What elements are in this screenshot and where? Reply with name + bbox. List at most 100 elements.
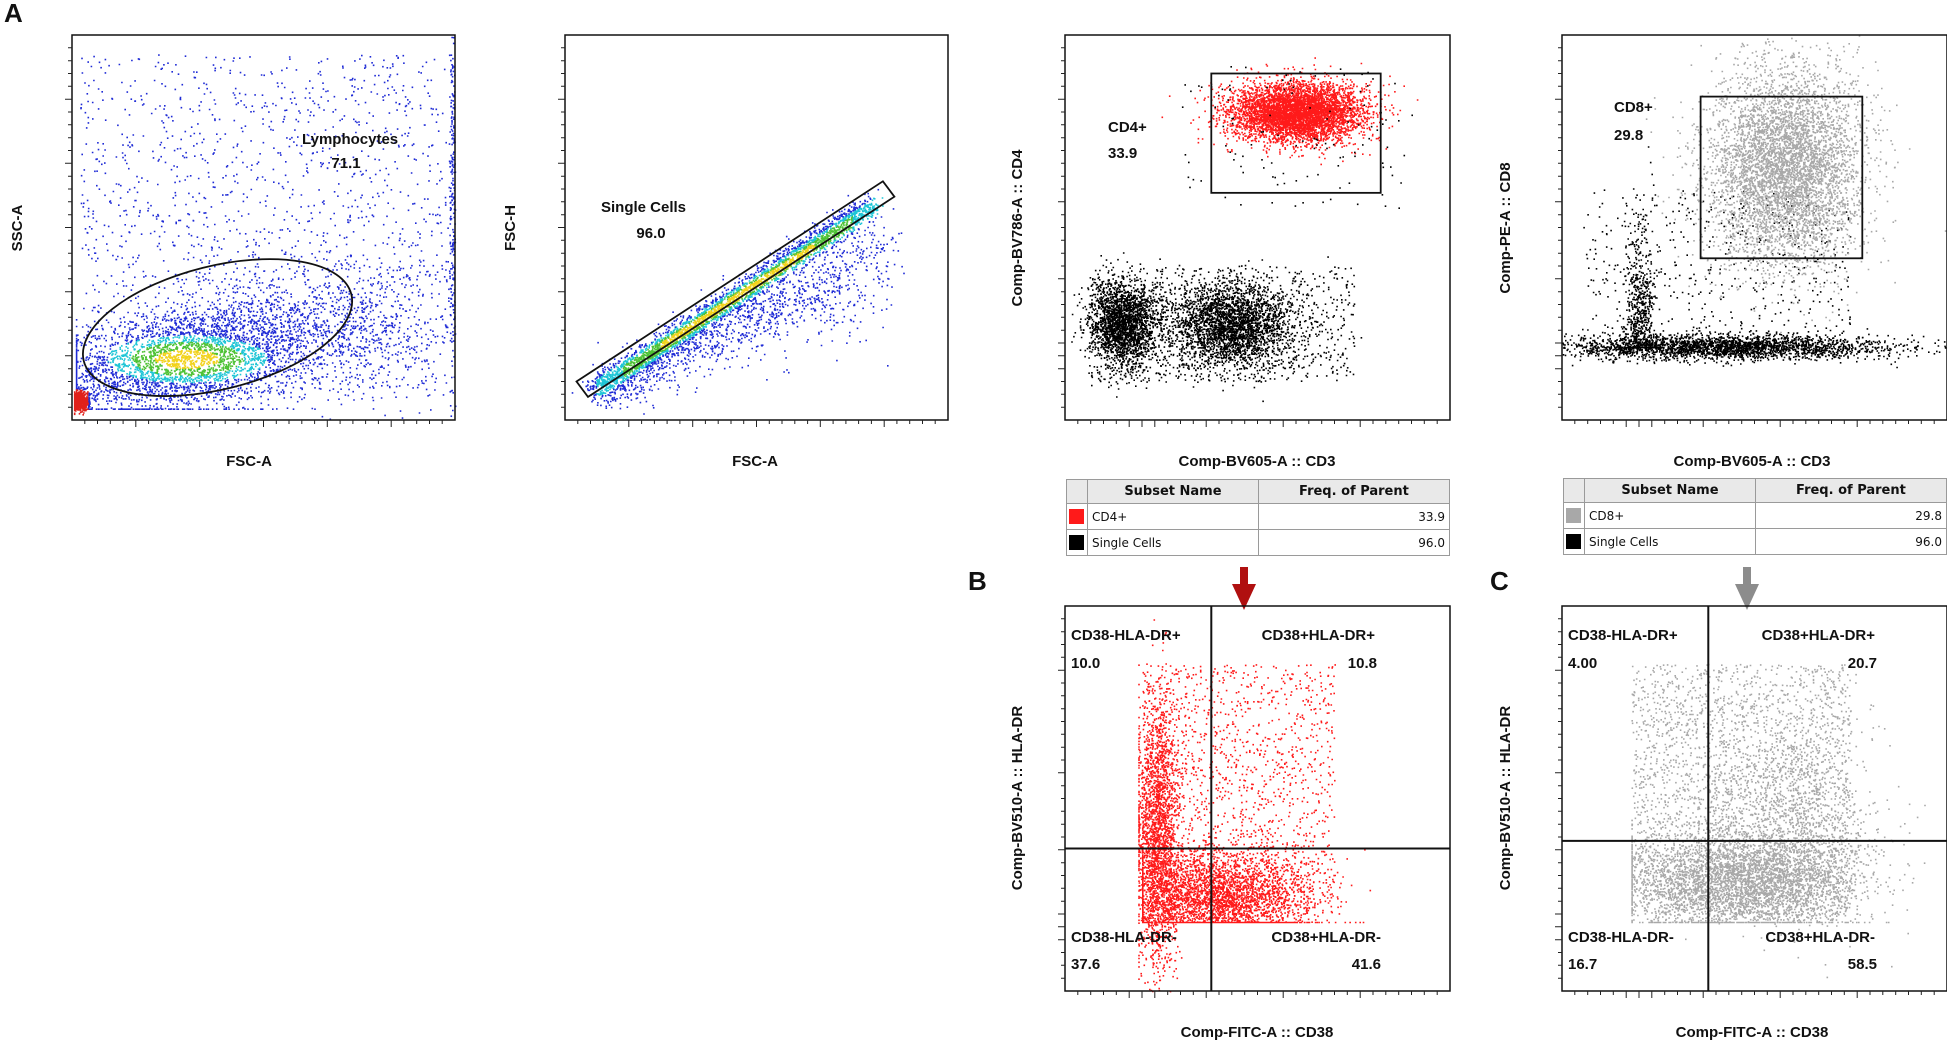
table-cell-name: Single Cells	[1087, 529, 1259, 556]
y-axis-label: Comp-BV786-A :: CD4	[1009, 149, 1026, 307]
x-axis-label: FSC-A	[226, 453, 272, 470]
axis-ticks	[1555, 47, 1935, 427]
x-axis-label: FSC-A	[732, 453, 778, 470]
gate-cd8	[1699, 95, 1864, 260]
scatter-point-cloud	[1562, 324, 1947, 369]
quadrant-value-ul: 10.0	[1071, 655, 1100, 672]
subset-table-cd8: Subset Name Freq. of Parent CD8+ 29.8 Si…	[1563, 478, 1947, 555]
tick-marks	[558, 47, 936, 427]
table-row: Single Cells 96.0	[1066, 529, 1451, 556]
quadrant-value-ll: 37.6	[1071, 956, 1100, 973]
scatter-point-cloud	[107, 334, 268, 384]
plot-lymphocytes: Lymphocytes 71.1 FSC-A SSC-A	[9, 34, 457, 470]
tick-marks	[1058, 618, 1438, 998]
scatter-points	[1138, 619, 1372, 993]
quadrant-label-ll: CD38-HLA-DR-	[1071, 929, 1177, 946]
gate-value-lymphocytes: 71.1	[331, 155, 360, 172]
tick-marks	[65, 47, 443, 427]
quadrant-label-ur: CD38+HLA-DR+	[1262, 627, 1376, 644]
scatter-point-cloud	[1136, 256, 1363, 403]
scatter-points	[1631, 635, 1926, 979]
quadrant-label-ul: CD38-HLA-DR+	[1071, 627, 1181, 644]
table-cell-name: CD8+	[1584, 502, 1756, 529]
table-header-subset: Subset Name	[1584, 478, 1756, 503]
scatter-point-cloud	[1142, 808, 1372, 924]
quadrant-label-ur: CD38+HLA-DR+	[1762, 627, 1876, 644]
scatter-point-cloud	[1631, 799, 1926, 924]
quadrant-label-ll: CD38-HLA-DR-	[1568, 929, 1674, 946]
table-header-row: Subset Name Freq. of Parent	[1563, 478, 1947, 503]
scatter-point-cloud	[1071, 252, 1183, 398]
gate-ellipse	[82, 258, 354, 397]
gate-value-cd4: 33.9	[1108, 145, 1137, 162]
panel-letter-a: A	[4, 0, 23, 28]
plot-cd8: CD8+ 29.8 Comp-BV605-A :: CD3 Comp-PE-A …	[1497, 34, 1947, 470]
x-axis-label: Comp-BV605-A :: CD3	[1674, 453, 1831, 470]
gate-lymphocytes	[82, 258, 354, 397]
scatter-point-cloud	[73, 389, 89, 416]
scatter-point-cloud	[1607, 146, 1666, 349]
color-swatch	[1566, 508, 1581, 523]
plot-cd4: CD4+ 33.9 Comp-BV605-A :: CD3 Comp-BV786…	[1009, 34, 1451, 470]
color-swatch	[1069, 535, 1084, 550]
quadrant-label-lr: CD38+HLA-DR-	[1765, 929, 1875, 946]
table-cell-freq: 96.0	[1257, 529, 1451, 556]
table-header-row: Subset Name Freq. of Parent	[1066, 479, 1451, 504]
axis-ticks	[558, 47, 936, 427]
gate-label-lymphocytes: Lymphocytes	[302, 131, 398, 148]
table-row: CD4+ 33.9	[1066, 503, 1451, 530]
scatter-point-cloud	[595, 197, 884, 396]
quadrant-label-lr: CD38+HLA-DR-	[1271, 929, 1381, 946]
gate-label-cd8: CD8+	[1614, 99, 1653, 116]
scatter-point-cloud	[622, 214, 854, 378]
table-row: CD8+ 29.8	[1563, 502, 1947, 529]
arrow-down-icon-c	[1735, 567, 1759, 610]
y-axis-label: Comp-BV510-A :: HLA-DR	[1497, 706, 1514, 891]
plot-single-cells: Single Cells 96.0 FSC-A FSC-H	[502, 34, 949, 470]
table-row: Single Cells 96.0	[1563, 528, 1947, 555]
scatter-point-cloud	[154, 348, 221, 370]
x-axis-label: Comp-FITC-A :: CD38	[1676, 1024, 1829, 1041]
quadrant-lines	[1065, 606, 1450, 991]
y-axis-label: SSC-A	[9, 204, 26, 251]
gate-label-cd4: CD4+	[1108, 119, 1147, 136]
gate-label-single-cells: Single Cells	[601, 199, 686, 216]
scatter-point-cloud	[131, 341, 245, 377]
scatter-points	[1562, 35, 1947, 369]
quadrant-value-lr: 58.5	[1848, 956, 1877, 973]
quadrant-value-lr: 41.6	[1352, 956, 1381, 973]
quadrant-value-ll: 16.7	[1568, 956, 1597, 973]
table-header-freq: Freq. of Parent	[1257, 479, 1451, 504]
scatter-point-cloud	[75, 36, 457, 421]
table-cell-freq: 29.8	[1754, 502, 1947, 529]
plot-cd8-cd38-hladr: CD38-HLA-DR+ 4.00 CD38+HLA-DR+ 20.7 CD38…	[1497, 605, 1947, 1041]
tick-marks	[1555, 618, 1935, 998]
tick-marks	[1058, 47, 1438, 427]
axis-ticks	[1058, 47, 1438, 427]
plot-frame	[564, 34, 949, 421]
quadrant-value-ul: 4.00	[1568, 655, 1597, 672]
table-cell-freq: 96.0	[1754, 528, 1947, 555]
plot-cd4-cd38-hladr: CD38-HLA-DR+ 10.0 CD38+HLA-DR+ 10.8 CD38…	[1009, 605, 1451, 1041]
table-header-freq: Freq. of Parent	[1754, 478, 1947, 503]
panel-letter-b: B	[968, 566, 987, 596]
table-cell-name: CD4+	[1087, 503, 1259, 530]
gate-polygon	[575, 180, 896, 399]
color-swatch	[1069, 509, 1084, 524]
scatter-points	[1071, 57, 1419, 403]
gate-rectangle	[1699, 95, 1864, 260]
scatter-point-cloud	[1138, 619, 1198, 993]
table-header-subset: Subset Name	[1087, 479, 1259, 504]
scatter-point-cloud	[1645, 35, 1947, 338]
arrow-down-icon-b	[1232, 567, 1256, 610]
y-axis-label: Comp-BV510-A :: HLA-DR	[1009, 706, 1026, 891]
y-axis-label: Comp-PE-A :: CD8	[1497, 162, 1514, 293]
quadrant-label-ul: CD38-HLA-DR+	[1568, 627, 1678, 644]
gate-rectangle	[1210, 72, 1382, 194]
axis-ticks	[1058, 618, 1438, 998]
x-axis-label: Comp-BV605-A :: CD3	[1179, 453, 1336, 470]
quadrant-value-ur: 10.8	[1348, 655, 1377, 672]
panel-letter-c: C	[1490, 566, 1509, 596]
axis-ticks	[1555, 618, 1935, 998]
